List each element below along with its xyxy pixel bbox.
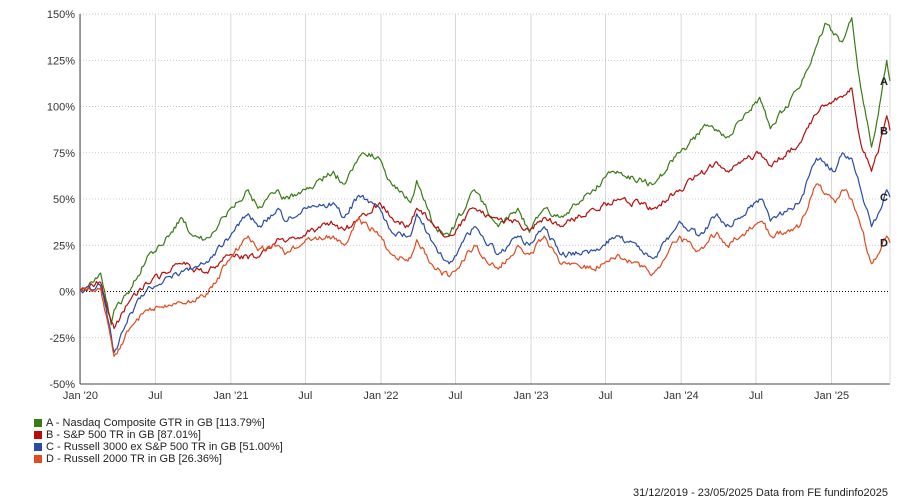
legend-label: B - S&P 500 TR in GB [87.01%]	[46, 429, 201, 441]
y-tick-label: -50%	[49, 379, 75, 391]
legend-swatch	[34, 455, 42, 463]
x-tick-label: Jul	[148, 390, 162, 402]
series-line-b	[79, 87, 891, 330]
x-tick-label: Jul	[749, 390, 763, 402]
x-tick-label: Jul	[448, 390, 462, 402]
series-line-d	[79, 183, 891, 357]
footer-source: Data from FE fundinfo2025	[755, 487, 888, 499]
legend-item-a: A - Nasdaq Composite GTR in GB [113.79%]	[34, 417, 283, 429]
x-tick-label: Jan '20	[63, 390, 98, 402]
y-tick-label: 100%	[47, 102, 75, 114]
legend-label: C - Russell 3000 ex S&P 500 TR in GB [51…	[46, 441, 283, 453]
series-end-label-d: D	[880, 238, 888, 250]
y-tick-label: 50%	[53, 194, 75, 206]
x-tick-label: Jul	[598, 390, 612, 402]
x-tick-label: Jan '21	[213, 390, 248, 402]
legend-swatch	[34, 419, 42, 427]
series-lines	[79, 17, 891, 357]
y-tick-label: 25%	[53, 240, 75, 252]
legend-item-b: B - S&P 500 TR in GB [87.01%]	[34, 429, 283, 441]
x-tick-label: Jan '25	[814, 390, 849, 402]
legend-item-d: D - Russell 2000 TR in GB [26.36%]	[34, 453, 283, 465]
series-end-label-b: B	[880, 126, 888, 138]
legend-swatch	[34, 431, 42, 439]
x-tick-label: Jul	[298, 390, 312, 402]
y-tick-label: 125%	[47, 55, 75, 67]
y-tick-label: 0%	[59, 287, 75, 299]
grid	[80, 13, 890, 385]
footer-date-range: 31/12/2019 - 23/05/2025	[632, 487, 753, 499]
series-end-labels: A B C D	[880, 76, 888, 250]
legend-item-c: C - Russell 3000 ex S&P 500 TR in GB [51…	[34, 441, 283, 453]
series-end-label-c: C	[880, 192, 888, 204]
axes: 150% 125% 100% 75% 50% 25% 0% -25% -50%Jan '20 Ju…	[47, 9, 891, 402]
legend-swatch	[34, 443, 42, 451]
x-tick-label: Jan '23	[513, 390, 548, 402]
legend-label: D - Russell 2000 TR in GB [26.36%]	[46, 453, 222, 465]
x-tick-label: Jan '24	[664, 390, 699, 402]
legend-label: A - Nasdaq Composite GTR in GB [113.79%]	[46, 417, 265, 429]
y-tick-label: -25%	[49, 333, 75, 345]
legend: A - Nasdaq Composite GTR in GB [113.79%]…	[34, 417, 283, 465]
series-end-label-a: A	[880, 76, 888, 88]
footer: 31/12/2019 - 23/05/2025 Data from FE fun…	[633, 487, 888, 499]
series-line-a	[79, 17, 891, 326]
y-tick-label: 150%	[47, 9, 75, 21]
x-tick-label: Jan '22	[363, 390, 398, 402]
series-line-c	[79, 152, 891, 354]
y-tick-label: 75%	[53, 148, 75, 160]
